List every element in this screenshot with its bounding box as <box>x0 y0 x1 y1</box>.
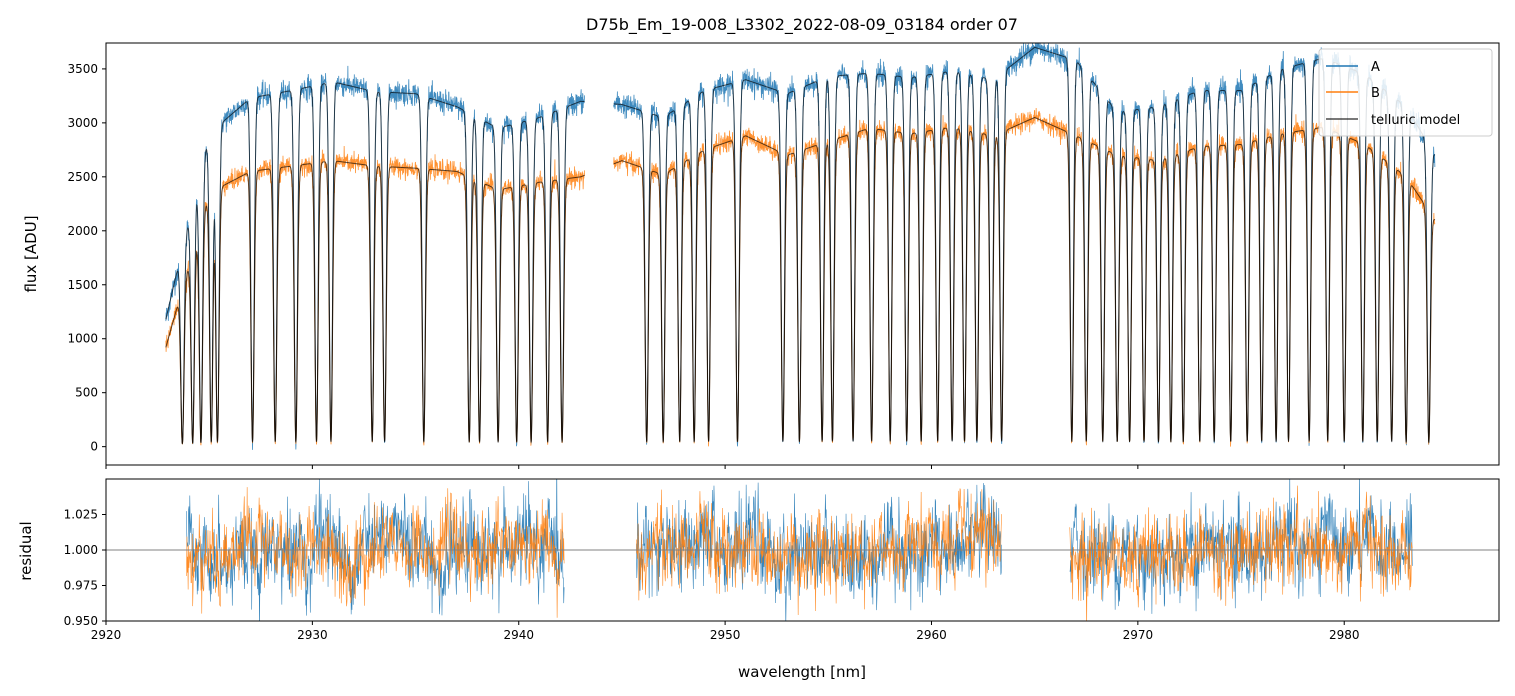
residual-y-tick-label: 1.025 <box>64 508 98 522</box>
residual-b-line <box>186 485 1413 621</box>
residual-y-tick-label: 1.000 <box>64 543 98 557</box>
flux-y-tick-label: 2000 <box>67 224 98 238</box>
x-tick-label: 2980 <box>1329 628 1360 642</box>
flux-x-ticks <box>105 465 1345 469</box>
telluric-model-b-line <box>165 116 1436 445</box>
x-tick-label: 2970 <box>1123 628 1154 642</box>
flux-series-group <box>165 43 1436 450</box>
chart-title: D75b_Em_19-008_L3302_2022-08-09_03184 or… <box>586 15 1018 35</box>
flux-axes-frame <box>105 42 1500 466</box>
legend: A B telluric model <box>1318 48 1493 137</box>
flux-y-axis-label: flux [ADU] <box>22 215 40 292</box>
x-tick-label: 2960 <box>916 628 947 642</box>
residual-y-tick-label: 0.950 <box>64 614 98 628</box>
flux-y-tick-label: 500 <box>75 386 98 400</box>
legend-frame <box>1318 48 1493 137</box>
residual-panel: 0.950 0.975 1.000 1.025 2920 2930 2940 2950 296… <box>17 478 1500 681</box>
flux-y-tick-label: 1500 <box>67 278 98 292</box>
x-tick-label: 2930 <box>297 628 328 642</box>
residual-series-group <box>106 479 1499 621</box>
flux-y-tick-label: 1000 <box>67 332 98 346</box>
legend-label-b: B <box>1371 86 1380 101</box>
flux-y-tick-label: 3000 <box>67 116 98 130</box>
legend-label-a: A <box>1371 60 1380 75</box>
residual-x-ticks: 2920 2930 2940 2950 2960 2970 2980 <box>91 621 1360 642</box>
flux-y-tick-label: 0 <box>90 440 98 454</box>
flux-y-tick-label: 2500 <box>67 170 98 184</box>
residual-y-axis-label: residual <box>17 521 35 580</box>
legend-label-model: telluric model <box>1371 113 1460 128</box>
flux-y-ticks: 0 500 1000 1500 2000 2500 3000 3500 <box>67 62 106 454</box>
residual-y-ticks: 0.950 0.975 1.000 1.025 <box>64 508 106 628</box>
x-axis-label: wavelength [nm] <box>738 663 866 681</box>
x-tick-label: 2950 <box>710 628 741 642</box>
residual-y-tick-label: 0.975 <box>64 579 98 593</box>
flux-y-tick-label: 3500 <box>67 62 98 76</box>
x-tick-label: 2940 <box>503 628 534 642</box>
x-tick-label: 2920 <box>91 628 122 642</box>
